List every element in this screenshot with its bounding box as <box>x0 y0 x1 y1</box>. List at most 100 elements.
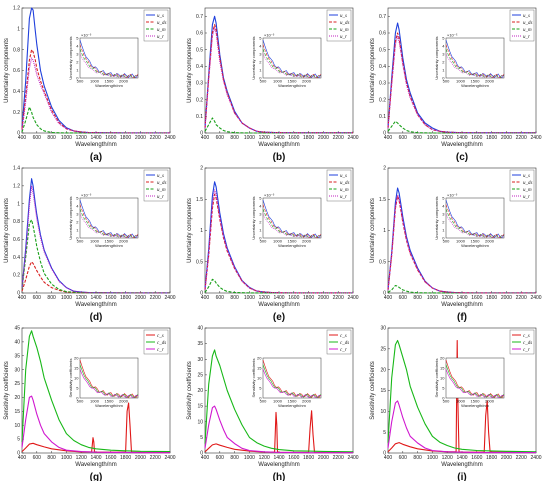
panel-caption: (g) <box>90 472 103 481</box>
inset-series-line <box>262 53 322 79</box>
x-tick-label: 1600 <box>471 135 482 141</box>
y-axis-label: Sensitivity coefficients <box>187 361 193 420</box>
x-tick-label: 1600 <box>288 455 299 461</box>
inset-x-tick-label: 1500 <box>288 79 298 84</box>
inset-multiplier: ×10⁻³ <box>264 33 275 38</box>
inset-y-tick-label: 5 <box>259 195 262 200</box>
y-tick-label: 1.2 <box>13 6 20 12</box>
inset-y-tick-label: 0 <box>442 75 445 80</box>
y-axis-label: Uncertainty components <box>187 198 193 263</box>
series-line-c-ds <box>204 349 354 453</box>
series-line-u-r <box>204 27 353 134</box>
x-tick-label: 1600 <box>105 135 116 141</box>
x-tick-label: 2400 <box>164 135 175 141</box>
x-tick-label: 1200 <box>442 135 453 141</box>
inset-x-tick-label: 500 <box>443 239 450 244</box>
panel-caption: (e) <box>273 312 285 323</box>
inset-y-tick-label: 5 <box>442 385 445 390</box>
y-tick-label: 0 <box>200 451 203 457</box>
y-tick-label: 0.5 <box>379 47 386 53</box>
inset-y-tick-label: 1 <box>442 67 445 72</box>
inset-plot: 500 1000 1500 2000 0 1 2 3 4 5×10⁻³ Wavelength/nm U… <box>251 193 322 248</box>
y-tick-label: 0.1 <box>196 114 203 120</box>
inset-x-tick-label: 1000 <box>273 239 283 244</box>
inset-plot: 500 1000 1500 2000 0 1 2 3 4 5×10⁻³ Wavelength/nm U… <box>68 193 139 248</box>
x-axis-label: Wavelength/nm <box>75 142 116 148</box>
inset-plot: 500 1000 1500 2000 0 1 2 3 4 5×10⁻³ Wavelength/nm U… <box>434 193 505 248</box>
y-tick-label: 1.2 <box>13 183 20 189</box>
y-tick-label: 0.3 <box>196 81 203 87</box>
y-tick-label: 0.8 <box>13 219 20 225</box>
y-tick-label: 0.1 <box>379 114 386 120</box>
inset-y-tick-label: 1 <box>259 227 262 232</box>
legend-label: u_s <box>340 14 347 19</box>
inset-y-tick-label: 3 <box>76 211 79 216</box>
y-tick-label: 0 <box>17 291 20 297</box>
x-tick-label: 1200 <box>259 295 270 301</box>
x-tick-label: 800 <box>230 135 239 141</box>
x-tick-label: 1200 <box>442 455 453 461</box>
inset-y-tick-label: 10 <box>440 375 445 380</box>
x-tick-label: 1400 <box>90 135 101 141</box>
legend-label: c_ds <box>340 341 349 346</box>
inset-y-tick-label: 20 <box>257 355 262 360</box>
y-tick-label: 0.2 <box>13 110 20 116</box>
x-tick-label: 1400 <box>456 455 467 461</box>
inset-y-tick-label: 20 <box>74 355 79 360</box>
inset-x-tick-label: 1500 <box>105 79 115 84</box>
x-tick-label: 1200 <box>259 135 270 141</box>
x-axis-label: Wavelength/nm <box>441 302 482 308</box>
x-tick-label: 1800 <box>303 135 314 141</box>
inset-x-axis-label: Wavelength/nm <box>461 83 489 88</box>
y-tick-label: 0 <box>17 131 20 137</box>
legend-label: c_ds <box>523 341 532 346</box>
y-tick-label: 20 <box>197 388 203 394</box>
y-tick-label: 45 <box>14 326 20 332</box>
x-tick-label: 2400 <box>530 455 541 461</box>
inset-y-tick-label: 2 <box>259 219 262 224</box>
inset-y-tick-label: 5 <box>259 35 262 40</box>
chart-panel-7: 0 5 10 15 20 25 30 35 40 45 400 600 800 1000 1200 1400 1… <box>4 326 176 481</box>
y-tick-label: 0.5 <box>379 259 386 265</box>
y-tick-label: 0 <box>200 291 203 297</box>
y-tick-label: 30 <box>197 357 203 363</box>
legend-label: u_r <box>340 35 347 40</box>
inset-x-tick-label: 2000 <box>302 79 312 84</box>
x-tick-label: 1200 <box>442 295 453 301</box>
inset-plot: 500 1000 1500 2000 0 5 10 15 20 Wavelength/nm Sens… <box>251 355 322 408</box>
inset-series-line <box>445 44 505 79</box>
x-tick-label: 800 <box>413 295 422 301</box>
inset-y-tick-label: 4 <box>442 43 445 48</box>
inset-y-tick-label: 10 <box>257 375 262 380</box>
legend-label: u_m <box>523 28 532 33</box>
inset-y-tick-label: 5 <box>442 195 445 200</box>
x-tick-label: 1400 <box>90 295 101 301</box>
y-tick-label: 15 <box>14 409 20 415</box>
legend-label: u_s <box>523 174 530 179</box>
x-tick-label: 2000 <box>318 455 329 461</box>
y-tick-label: 30 <box>380 326 386 332</box>
x-tick-label: 2000 <box>135 135 146 141</box>
x-axis-label: Wavelength/nm <box>441 462 482 468</box>
inset-y-axis-label: Sensitivity coefficients <box>434 358 439 397</box>
y-tick-label: 0.7 <box>379 14 386 20</box>
inset-series-line <box>262 44 322 79</box>
inset-multiplier: ×10⁻⁵ <box>447 33 458 38</box>
y-tick-label: 10 <box>14 423 20 429</box>
legend-label: c_r <box>340 348 347 353</box>
x-tick-label: 600 <box>216 455 225 461</box>
inset-y-tick-label: 1 <box>442 227 445 232</box>
series-line-u-r <box>387 194 536 294</box>
inset-y-tick-label: 2 <box>76 59 79 64</box>
x-tick-label: 1400 <box>273 455 284 461</box>
inset-x-tick-label: 1500 <box>288 399 298 404</box>
inset-x-tick-label: 2000 <box>485 239 495 244</box>
x-tick-label: 800 <box>47 455 56 461</box>
inset-x-tick-label: 1000 <box>456 399 466 404</box>
legend-label: u_ds <box>523 21 533 26</box>
legend-label: u_s <box>523 14 530 19</box>
x-tick-label: 400 <box>18 135 27 141</box>
x-tick-label: 1800 <box>486 135 497 141</box>
inset-y-tick-label: 2 <box>76 219 79 224</box>
